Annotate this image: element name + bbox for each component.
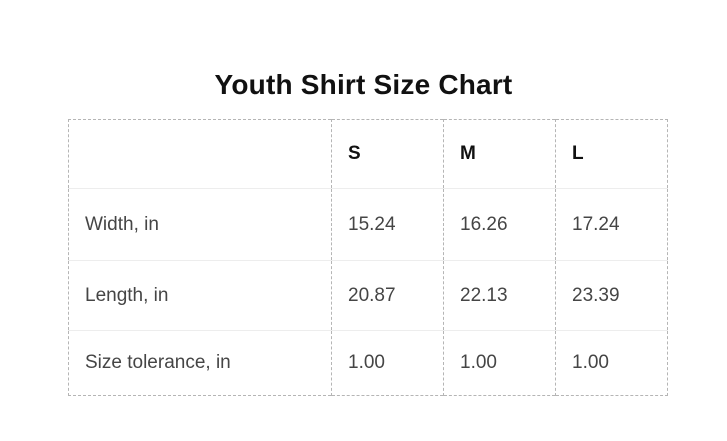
cell-value: 1.00	[331, 330, 444, 396]
row-label: Length, in	[85, 284, 169, 306]
cell-value: 1.00	[555, 330, 668, 396]
cell-value: 17.24	[555, 188, 668, 261]
table-row-length: Length, in 20.87 22.13 23.39	[68, 260, 668, 331]
header-cell-m: M	[443, 119, 556, 189]
cell-value: 16.26	[443, 188, 556, 261]
table-row-width: Width, in 15.24 16.26 17.24	[68, 188, 668, 261]
cell-value: 23.39	[555, 260, 668, 331]
cell-value: 22.13	[443, 260, 556, 331]
table-row-size-tolerance: Size tolerance, in 1.00 1.00 1.00	[68, 330, 668, 396]
cell-value: 15.24	[331, 188, 444, 261]
header-cell-s: S	[331, 119, 444, 189]
row-label: Size tolerance, in	[85, 352, 231, 373]
cell-value: 20.87	[331, 260, 444, 331]
row-label: Width, in	[85, 213, 159, 235]
header-row: S M L	[69, 119, 668, 189]
size-chart-table: S M L Width, in 15.24 16.26 17.24 Length…	[68, 119, 668, 396]
header-cell-l: L	[555, 119, 668, 189]
cell-value: 1.00	[443, 330, 556, 396]
page-title: Youth Shirt Size Chart	[214, 68, 513, 100]
header-cell-empty	[69, 120, 332, 189]
